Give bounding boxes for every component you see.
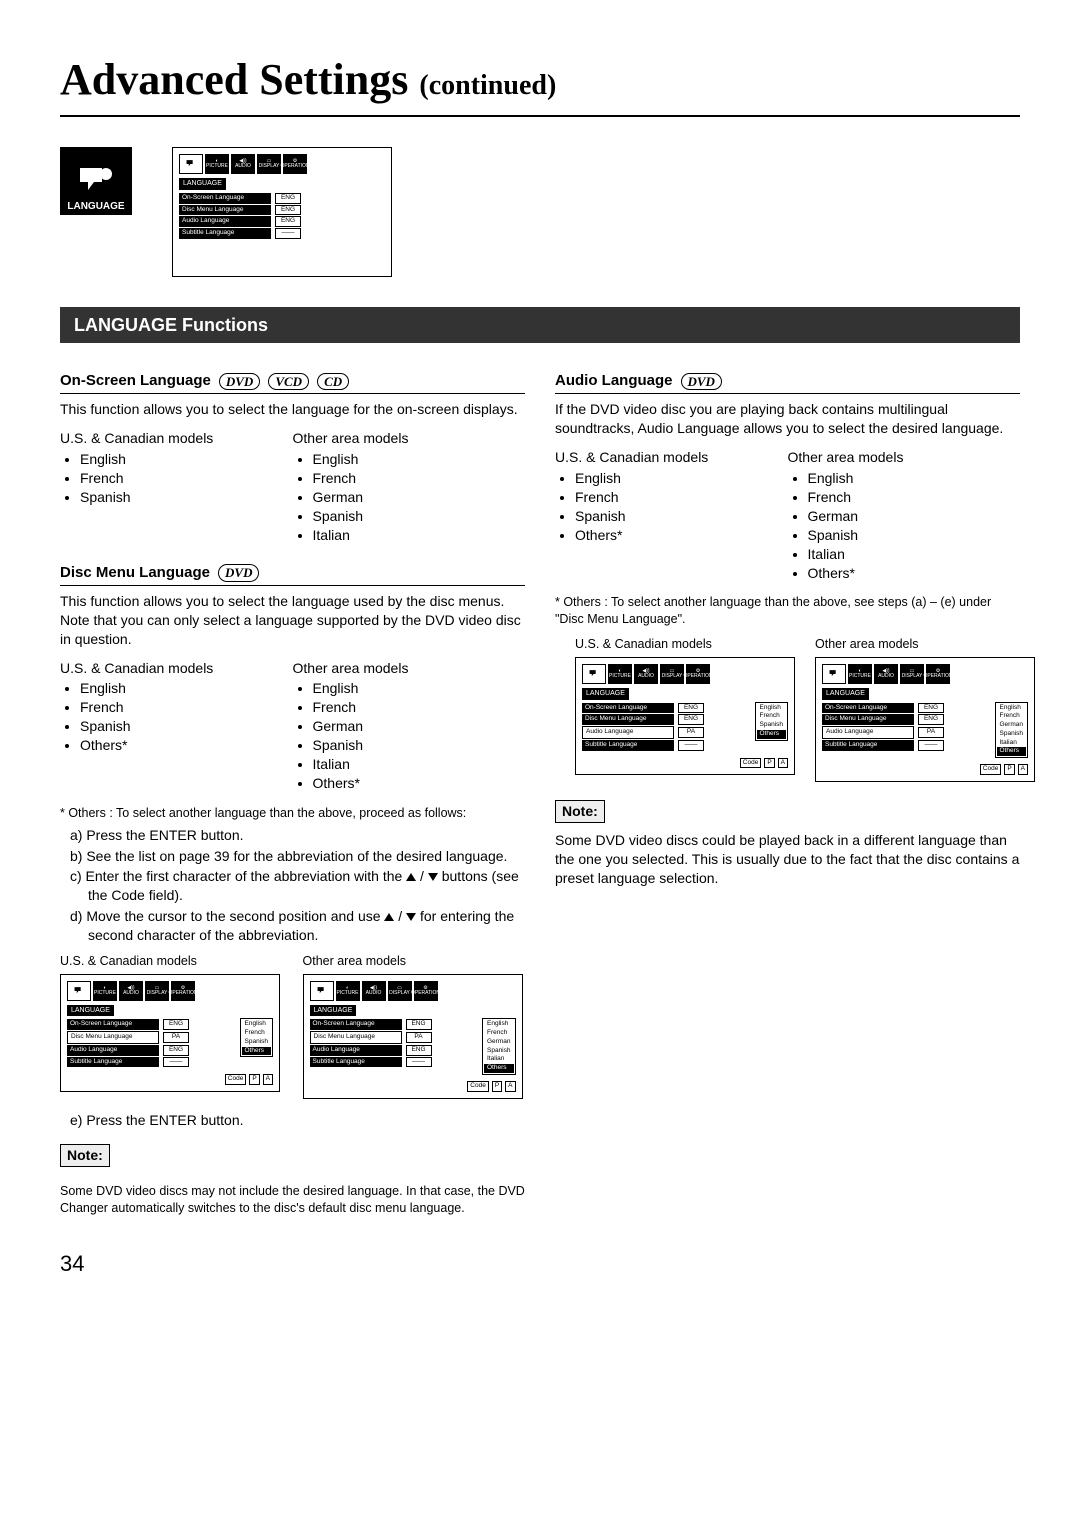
audio-us-list: English French Spanish Others* [555,469,788,545]
note-1: Some DVD video discs may not include the… [60,1183,525,1217]
up-triangle-icon [384,913,394,921]
fig-audio-other: Other area models ◐PICTURE ◀))AUDIO ▭DIS… [815,636,1035,782]
up-triangle-icon [406,873,416,881]
onscreen-other-list: English French German Spanish Italian [293,450,526,544]
discmenu-desc: This function allows you to select the l… [60,592,525,649]
audio-desc: If the DVD video disc you are playing ba… [555,400,1020,438]
onscreen-us-list: English French Spanish [60,450,293,507]
note-2: Some DVD video discs could be played bac… [555,831,1020,888]
badge-dvd: DVD [681,373,722,391]
step-e: e) Press the ENTER button. [88,1111,525,1130]
fig-discmenu-other: Other area models ◐PICTURE ◀))AUDIO ▭DIS… [303,953,526,1099]
osd-tab-language [179,154,203,174]
left-column: On-Screen Language DVD VCD CD This funct… [60,361,525,1229]
heading-onscreen: On-Screen Language DVD VCD CD [60,371,525,394]
note-heading-2: Note: [555,800,605,823]
right-column: Audio Language DVD If the DVD video disc… [555,361,1020,1229]
down-triangle-icon [406,913,416,921]
heading-audio: Audio Language DVD [555,371,1020,394]
osd-tab-picture: ◐PICTURE [205,154,229,174]
step-c: c) Enter the first character of the abbr… [88,867,525,905]
step-b: b) See the list on page 39 for the abbre… [88,847,525,866]
step-a: a) Press the ENTER button. [88,826,525,845]
down-triangle-icon [428,873,438,881]
page-title: Advanced Settings (continued) [60,50,1020,117]
note-heading: Note: [60,1144,110,1167]
title-continued: (continued) [419,70,556,101]
osd-tab-audio: ◀))AUDIO [231,154,255,174]
badge-vcd: VCD [268,373,309,391]
fig-audio-us: U.S. & Canadian models ◐PICTURE ◀))AUDIO… [575,636,795,782]
other-label: Other area models [293,429,526,448]
badge-dvd: DVD [219,373,260,391]
fig-discmenu-us: U.S. & Canadian models ◐PICTURE ◀))AUDIO… [60,953,283,1099]
discmenu-us-list: English French Spanish Others* [60,679,293,755]
audio-other-list: English French German Spanish Italian Ot… [788,469,1021,582]
osd-preview-main: ◐PICTURE ◀))AUDIO ▭DISPLAY ⚙OPERATION LA… [172,147,392,277]
others-lead: * Others : To select another language th… [60,805,525,822]
badge-cd: CD [317,373,349,391]
badge-dvd: DVD [218,564,259,582]
steps: a) Press the ENTER button. b) See the li… [60,826,525,945]
language-category-icon: LANGUAGE [60,147,132,215]
title-main: Advanced Settings [60,55,408,104]
page-number: 34 [60,1249,1020,1279]
osd-tab-display: ▭DISPLAY [257,154,281,174]
step-d: d) Move the cursor to the second positio… [88,907,525,945]
discmenu-other-list: English French German Spanish Italian Ot… [293,679,526,792]
others-audio: * Others : To select another language th… [555,594,1020,628]
heading-discmenu: Disc Menu Language DVD [60,563,525,586]
osd-tab-operation: ⚙OPERATION [283,154,307,174]
onscreen-desc: This function allows you to select the l… [60,400,525,419]
osd-category: LANGUAGE [179,178,226,189]
us-label: U.S. & Canadian models [60,429,293,448]
section-bar: LANGUAGE Functions [60,307,1020,343]
